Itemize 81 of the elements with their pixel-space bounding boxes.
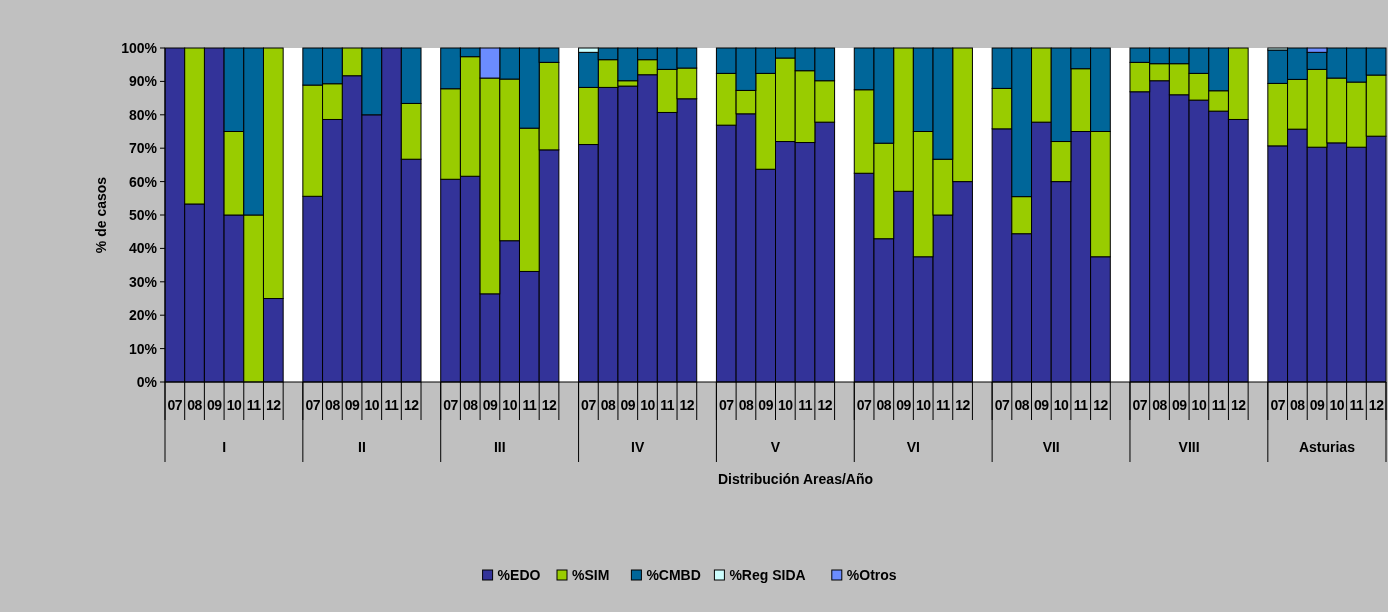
text: V bbox=[770, 439, 781, 455]
y-tick-label: 20% bbox=[128, 307, 158, 324]
x-tick-label: 12 bbox=[541, 397, 558, 413]
x-tick-label: 09 bbox=[1309, 397, 1326, 413]
x-tick-label: 09 bbox=[206, 397, 223, 413]
x-tick-label: 12 bbox=[266, 397, 282, 413]
x-tick-label: 10 bbox=[915, 397, 932, 413]
x-tick-label: 09 bbox=[482, 397, 498, 413]
legend-label: %Otros bbox=[846, 567, 897, 583]
x-tick-label: 12 bbox=[679, 397, 695, 413]
x-tick-label: 09 bbox=[896, 397, 912, 413]
x-tick-label: 09 bbox=[620, 397, 636, 413]
x-tick-label: 08 bbox=[1290, 397, 1306, 413]
x-tick-label: 11 bbox=[522, 397, 537, 413]
x-tick-label: 10 bbox=[1053, 397, 1070, 413]
y-tick-label: 70% bbox=[128, 140, 158, 157]
x-axis-title: Distribución Areas/Año bbox=[717, 471, 874, 487]
x-tick-label: 10 bbox=[640, 397, 656, 413]
legend-label: %SIM bbox=[572, 567, 610, 583]
legend-label: %EDO bbox=[497, 567, 541, 583]
x-tick-label: 11 bbox=[798, 397, 813, 413]
x-tick-label: 12 bbox=[817, 397, 833, 413]
x-tick-label: 12 bbox=[403, 397, 420, 413]
x-tick-label: 07 bbox=[443, 397, 459, 413]
x-tick-label: 09 bbox=[758, 397, 774, 413]
x-tick-label: 07 bbox=[167, 397, 183, 413]
x-tick-label: 07 bbox=[1132, 397, 1148, 413]
text: II bbox=[358, 439, 366, 455]
y-tick-label: 50% bbox=[128, 206, 158, 223]
x-tick-label: 08 bbox=[187, 397, 203, 413]
x-tick-label: 07 bbox=[856, 397, 873, 413]
text: VII bbox=[1042, 439, 1060, 455]
x-tick-label: 10 bbox=[226, 397, 242, 413]
y-tick-label: 0% bbox=[136, 373, 158, 390]
x-tick-label: 10 bbox=[1329, 397, 1345, 413]
x-tick-label: 12 bbox=[1093, 397, 1109, 413]
y-tick-label: 60% bbox=[128, 173, 158, 190]
x-tick-label: 11 bbox=[1349, 397, 1365, 413]
x-tick-label: 09 bbox=[1034, 397, 1050, 413]
text: III bbox=[493, 439, 506, 455]
x-tick-label: 10 bbox=[1191, 397, 1207, 413]
text: I bbox=[222, 439, 227, 455]
y-tick-label: 30% bbox=[128, 273, 158, 290]
x-tick-label: 08 bbox=[738, 397, 754, 413]
x-tick-label: 08 bbox=[325, 397, 341, 413]
text: VI bbox=[906, 439, 920, 455]
x-tick-label: 12 bbox=[1368, 397, 1385, 413]
y-axis-title: % de casos bbox=[93, 176, 109, 254]
x-tick-label: 10 bbox=[502, 397, 518, 413]
x-tick-label: 09 bbox=[1171, 397, 1188, 413]
x-tick-label: 07 bbox=[305, 397, 321, 413]
text: IV bbox=[631, 439, 645, 455]
text: Asturias bbox=[1298, 439, 1356, 455]
x-tick-label: 10 bbox=[778, 397, 794, 413]
x-tick-label: 11 bbox=[1073, 397, 1089, 413]
x-tick-label: 11 bbox=[246, 397, 262, 413]
text: VIII bbox=[1178, 439, 1200, 455]
x-tick-label: 08 bbox=[600, 397, 617, 413]
x-tick-label: 08 bbox=[876, 397, 892, 413]
y-tick-label: 100% bbox=[121, 39, 158, 56]
x-tick-label: 11 bbox=[384, 397, 400, 413]
x-tick-label: 10 bbox=[364, 397, 380, 413]
y-tick-label: 80% bbox=[128, 106, 158, 123]
y-tick-label: 90% bbox=[128, 73, 158, 90]
x-tick-label: 08 bbox=[1014, 397, 1030, 413]
legend-label: %Reg SIDA bbox=[729, 567, 806, 583]
legend-label: %CMBD bbox=[646, 567, 701, 583]
x-tick-label: 07 bbox=[581, 397, 597, 413]
x-tick-label: 11 bbox=[1211, 397, 1227, 413]
x-tick-label: 07 bbox=[1270, 397, 1286, 413]
x-tick-label: 08 bbox=[1152, 397, 1168, 413]
y-tick-label: 40% bbox=[128, 240, 158, 257]
x-tick-label: 07 bbox=[718, 397, 735, 413]
y-tick-label: 10% bbox=[128, 340, 158, 357]
x-tick-label: 11 bbox=[935, 397, 951, 413]
x-tick-label: 12 bbox=[1231, 397, 1247, 413]
x-tick-label: 11 bbox=[660, 397, 675, 413]
x-tick-label: 07 bbox=[994, 397, 1010, 413]
x-tick-label: 12 bbox=[955, 397, 971, 413]
x-tick-label: 09 bbox=[344, 397, 361, 413]
x-tick-label: 08 bbox=[462, 397, 479, 413]
